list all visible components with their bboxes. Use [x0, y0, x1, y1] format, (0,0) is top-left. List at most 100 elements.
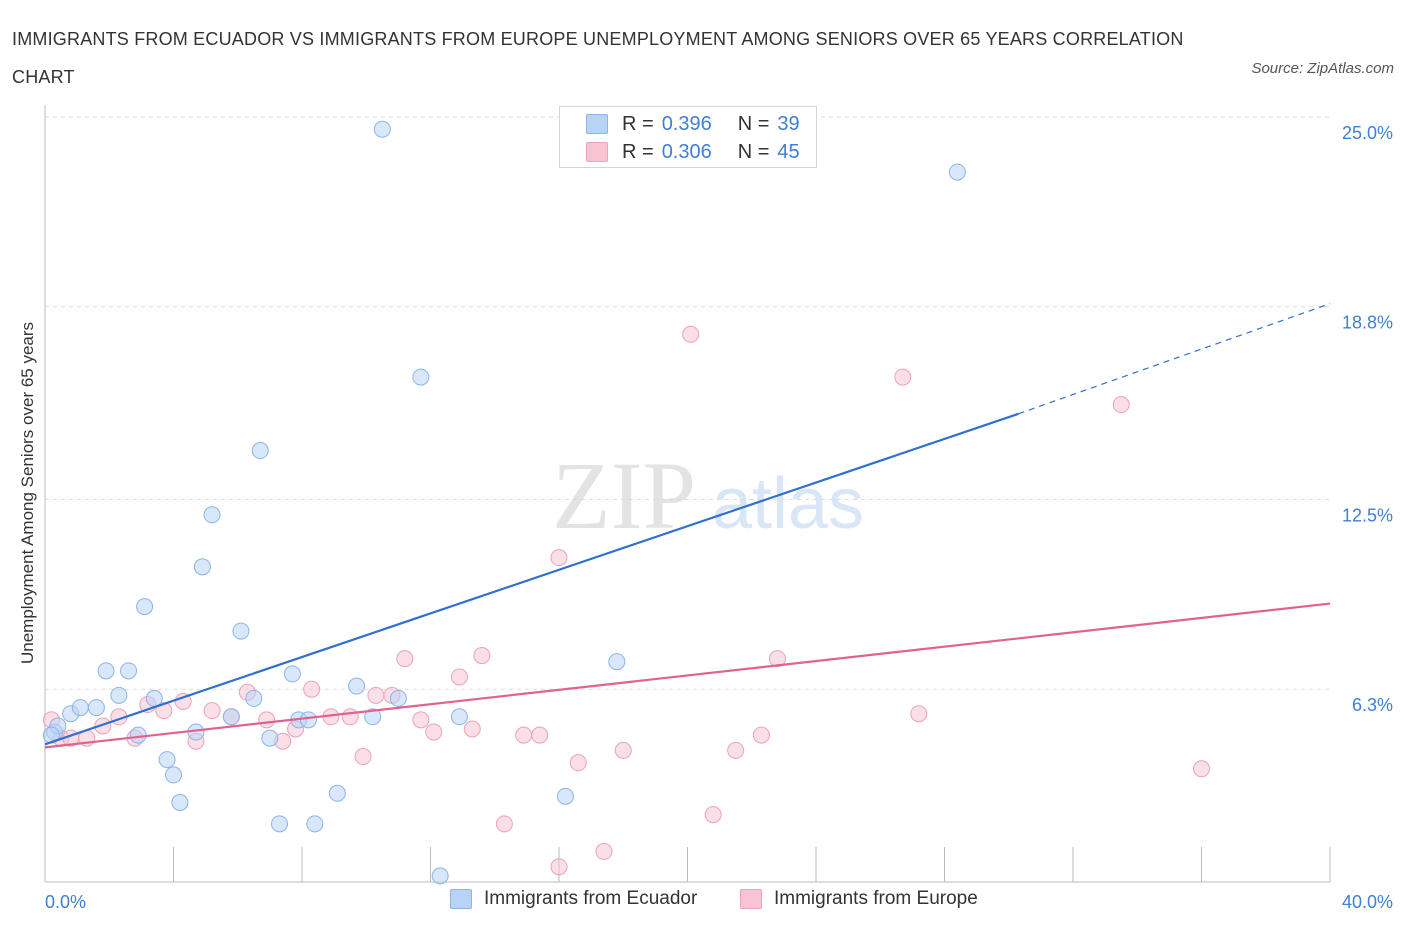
- trend-lines: [44, 303, 1331, 749]
- legend-item-ecuador[interactable]: Immigrants from Ecuador: [450, 888, 697, 910]
- ecuador-point: [389, 689, 407, 707]
- ecuador-point: [129, 726, 147, 744]
- ecuador-point: [110, 686, 128, 704]
- ecuador-point: [299, 711, 317, 729]
- series-europe-points: [42, 325, 1210, 876]
- ecuador-point: [87, 699, 105, 717]
- ecuador-point: [245, 689, 263, 707]
- x-tick-label: 0.0%: [45, 892, 86, 912]
- europe-point: [515, 726, 533, 744]
- ecuador-point: [165, 766, 182, 784]
- ecuador-point: [271, 815, 289, 833]
- y-tick-label: 12.5%: [1342, 506, 1393, 526]
- europe-point: [412, 711, 430, 729]
- ecuador-point: [283, 665, 301, 683]
- tick-labels: 6.3% 12.5% 18.8% 25.0% 0.0% 40.0%: [45, 123, 1393, 912]
- series-ecuador-points: [42, 120, 966, 885]
- ecuador-point: [251, 442, 269, 460]
- ecuador-point: [328, 784, 346, 802]
- ecuador-point: [193, 558, 211, 576]
- europe-point: [174, 692, 192, 710]
- ecuador-point: [306, 815, 324, 833]
- europe-point: [155, 702, 173, 720]
- europe-point: [550, 858, 568, 876]
- ecuador-point: [232, 622, 250, 640]
- legend-row-europe: R = 0.306 N = 45: [586, 139, 800, 165]
- ecuador-trend-extension: [1018, 303, 1331, 415]
- europe-point: [258, 711, 276, 729]
- ecuador-point: [431, 867, 449, 885]
- ecuador-point: [97, 662, 115, 680]
- ecuador-point: [203, 506, 221, 524]
- europe-point: [367, 686, 385, 704]
- ecuador-point: [171, 793, 189, 811]
- europe-point: [682, 325, 700, 343]
- europe-point: [463, 720, 481, 738]
- n-label: N =: [737, 140, 770, 163]
- r-label: R =: [622, 112, 654, 135]
- source-label: Source: ZipAtlas.com: [1251, 60, 1394, 77]
- europe-point: [425, 723, 443, 741]
- ecuador-point: [412, 368, 430, 386]
- watermark: ZIP atlas: [552, 442, 864, 549]
- europe-point: [341, 708, 359, 726]
- europe-point: [354, 748, 372, 766]
- y-axis-label: Unemployment Among Seniors over 65 years: [18, 321, 37, 665]
- ecuador-point: [145, 689, 163, 707]
- europe-point: [727, 741, 745, 759]
- ecuador-point: [136, 598, 154, 616]
- europe-point: [1193, 760, 1210, 778]
- y-tick-label: 18.8%: [1342, 313, 1393, 333]
- r-value-europe: 0.306: [661, 140, 712, 163]
- ecuador-point: [608, 653, 626, 671]
- correlation-legend: R = 0.396 N = 39 R = 0.306 N = 45: [559, 106, 817, 168]
- europe-point: [595, 842, 613, 860]
- legend-label-ecuador: Immigrants from Ecuador: [484, 888, 698, 909]
- grid-lines: [45, 116, 1330, 690]
- series-legend: Immigrants from Ecuador Immigrants from …: [0, 888, 1406, 916]
- ecuador-point: [120, 662, 138, 680]
- r-value-ecuador: 0.396: [661, 112, 712, 135]
- europe-point: [910, 705, 928, 723]
- europe-point: [94, 717, 112, 735]
- n-value-ecuador: 39: [777, 112, 800, 135]
- watermark-zip: ZIP: [552, 442, 696, 549]
- europe-point: [768, 650, 786, 668]
- legend-item-europe[interactable]: Immigrants from Europe: [740, 888, 978, 910]
- ecuador-point: [556, 787, 574, 805]
- europe-point: [569, 754, 587, 772]
- ecuador-point: [261, 729, 279, 747]
- ecuador-point: [158, 751, 176, 769]
- ecuador-point: [373, 120, 391, 138]
- ecuador-point: [348, 677, 366, 695]
- europe-point: [450, 668, 468, 686]
- europe-point: [473, 647, 491, 665]
- r-label: R =: [622, 140, 654, 163]
- europe-point: [203, 702, 221, 720]
- y-tick-label: 6.3%: [1352, 695, 1393, 715]
- ecuador-trend-line: [44, 412, 1019, 746]
- legend-row-ecuador: R = 0.396 N = 39: [586, 111, 800, 137]
- europe-point: [396, 650, 414, 668]
- ecuador-swatch: [450, 889, 472, 909]
- europe-point: [495, 815, 513, 833]
- n-value-europe: 45: [777, 140, 800, 163]
- europe-trend-line: [44, 602, 1331, 749]
- n-label: N =: [737, 112, 770, 135]
- ecuador-point: [222, 708, 240, 726]
- watermark-atlas: atlas: [712, 464, 864, 544]
- europe-point: [614, 741, 632, 759]
- axes: [44, 105, 1331, 883]
- ecuador-swatch: [586, 114, 608, 134]
- europe-point: [303, 680, 321, 698]
- chart-title: IMMIGRANTS FROM ECUADOR VS IMMIGRANTS FR…: [12, 29, 1184, 87]
- x-tick-label: 40.0%: [1342, 892, 1393, 912]
- europe-point: [752, 726, 770, 744]
- europe-point: [531, 726, 549, 744]
- ecuador-point: [364, 708, 382, 726]
- europe-point: [1112, 396, 1130, 414]
- y-tick-label: 25.0%: [1342, 123, 1393, 143]
- ecuador-point: [450, 708, 468, 726]
- europe-swatch: [586, 142, 608, 162]
